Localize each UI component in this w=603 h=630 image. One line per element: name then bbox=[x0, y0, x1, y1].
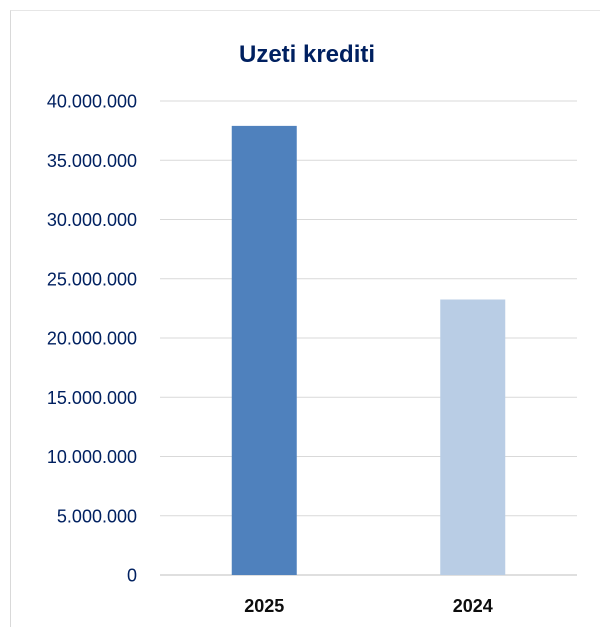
y-tick-label: 35.000.000 bbox=[47, 151, 137, 171]
x-category-label: 2024 bbox=[453, 596, 493, 616]
y-axis-tick-labels: 0 5.000.000 10.000.000 15.000.000 20.000.000… bbox=[47, 92, 137, 586]
x-axis-category-labels: 2025 2024 bbox=[244, 596, 493, 616]
y-tick-label: 20.000.000 bbox=[47, 329, 137, 349]
y-tick-label: 10.000.000 bbox=[47, 447, 137, 467]
y-tick-label: 25.000.000 bbox=[47, 269, 137, 289]
y-tick-label: 30.000.000 bbox=[47, 210, 137, 230]
x-category-label: 2025 bbox=[244, 596, 284, 616]
y-tick-label: 0 bbox=[127, 566, 137, 586]
bars bbox=[231, 125, 506, 575]
y-tick-label: 5.000.000 bbox=[57, 506, 137, 526]
chart-frame bbox=[10, 10, 600, 627]
bar-2025 bbox=[231, 125, 297, 575]
chart-title: Uzeti krediti bbox=[239, 41, 375, 68]
y-tick-label: 15.000.000 bbox=[47, 388, 137, 408]
y-tick-label: 40.000.000 bbox=[47, 92, 137, 112]
bar-2024 bbox=[440, 299, 506, 575]
gridlines bbox=[160, 100, 577, 576]
